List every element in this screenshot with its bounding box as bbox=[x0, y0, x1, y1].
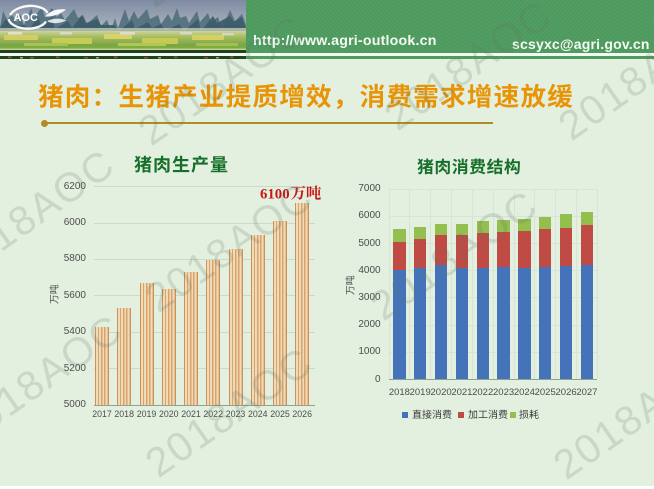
svg-text:6100: 6100 bbox=[260, 187, 290, 203]
svg-text:AOC: AOC bbox=[14, 12, 39, 24]
